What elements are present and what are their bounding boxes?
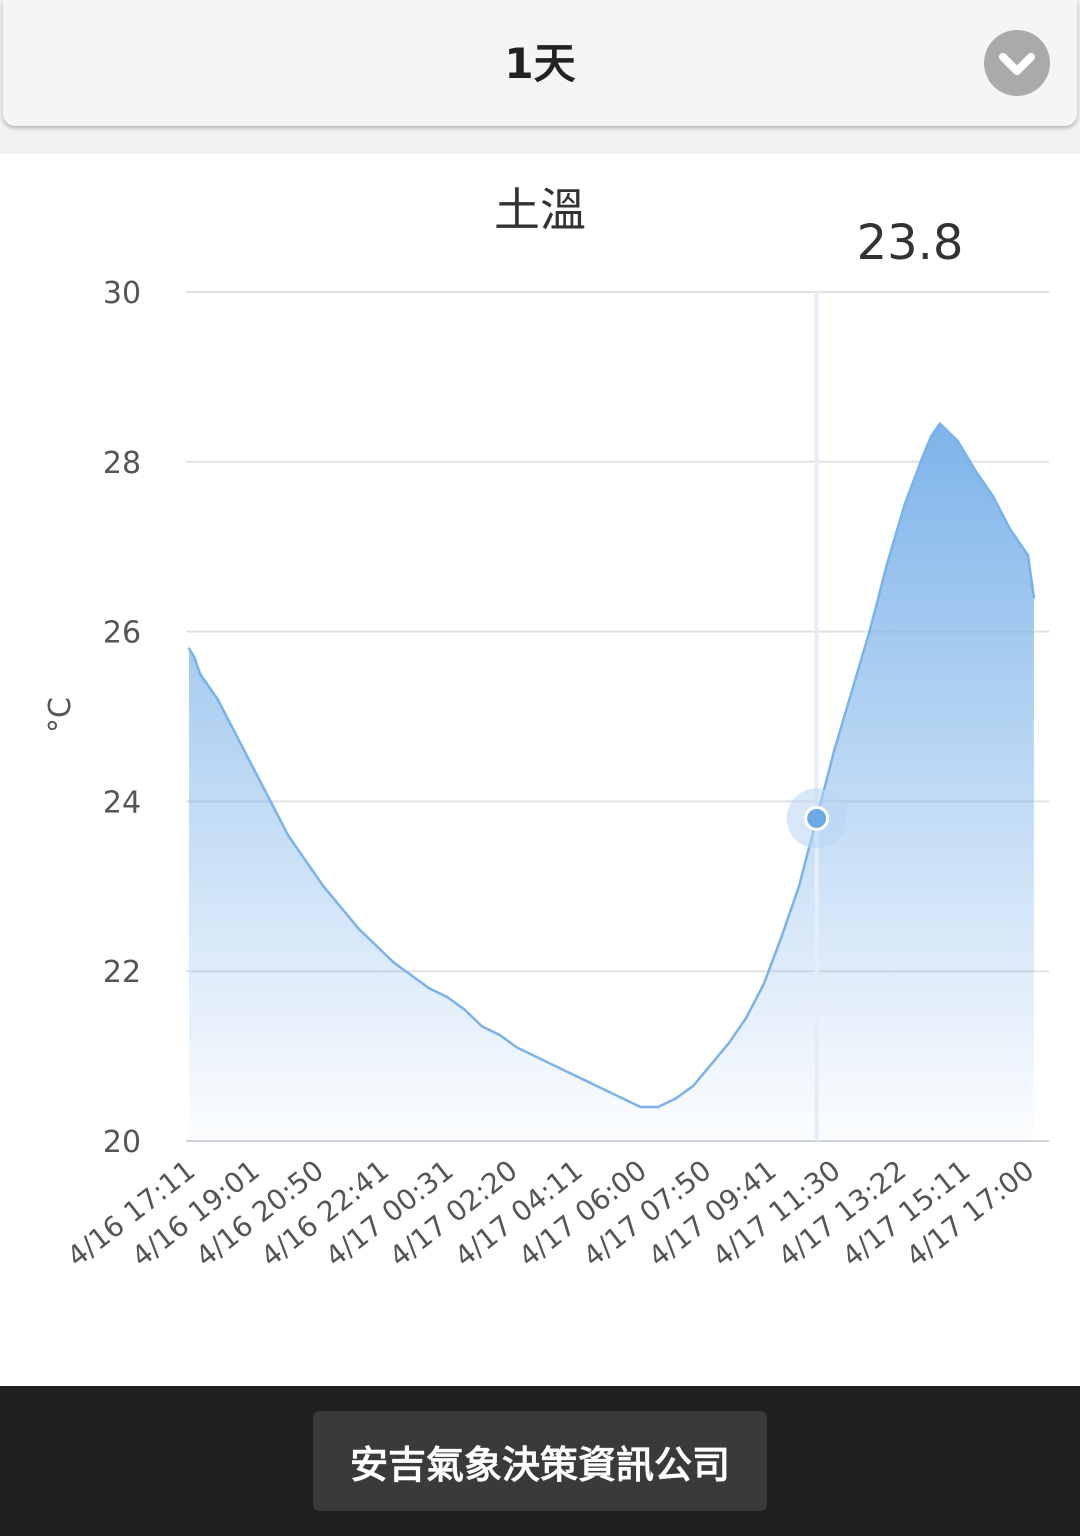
series-point	[656, 1105, 660, 1109]
footer-bar: 安吉氣象決策資訊公司	[0, 1386, 1080, 1536]
series-point	[956, 439, 959, 442]
series-point	[568, 1071, 572, 1075]
series-point	[1009, 528, 1012, 531]
series-point	[833, 749, 836, 752]
series-point	[516, 1046, 519, 1049]
series-area	[189, 423, 1034, 1142]
series-point	[445, 995, 448, 998]
chart-panel: 20 22 24 26 28 30 4/16 17:11 4/16 19:01 4/16 20:…	[0, 154, 1080, 1386]
series-point	[427, 987, 431, 990]
series-point	[207, 685, 211, 688]
series-point	[727, 1042, 730, 1045]
series-point	[850, 689, 854, 693]
series-point	[604, 1088, 607, 1092]
y-tick-label: 24	[103, 785, 141, 820]
series-point	[780, 936, 783, 939]
series-point	[974, 469, 977, 472]
y-axis-label: °C	[43, 697, 78, 733]
range-dropdown-button[interactable]	[984, 30, 1050, 96]
series-point	[586, 1080, 589, 1083]
series-point	[410, 974, 413, 977]
series-point	[692, 1084, 695, 1087]
series-point	[533, 1054, 536, 1058]
series-point	[903, 503, 906, 506]
series-point	[463, 1008, 466, 1011]
series-point	[745, 1016, 748, 1020]
chart-title: 土溫	[494, 183, 586, 237]
range-selector-bar[interactable]: 1天	[3, 0, 1077, 126]
series-point	[199, 672, 202, 676]
series-point	[304, 859, 307, 862]
series-point	[322, 885, 325, 888]
series-point	[797, 885, 801, 888]
series-line	[187, 422, 1036, 1109]
series-point	[1026, 554, 1030, 557]
series-point	[621, 1097, 625, 1100]
y-tick-label: 28	[103, 446, 141, 481]
series-point	[234, 732, 237, 735]
series-point	[375, 944, 378, 947]
series-point	[193, 655, 196, 659]
series-point	[1032, 596, 1036, 599]
series-point	[885, 562, 889, 565]
series-point	[639, 1105, 642, 1109]
series-point	[938, 422, 942, 425]
series-point	[225, 715, 228, 718]
series-point	[868, 630, 871, 633]
series-point	[498, 1033, 501, 1037]
series-point	[357, 927, 360, 930]
series-point	[392, 961, 396, 964]
range-label[interactable]: 1天	[504, 39, 576, 88]
series-point	[762, 982, 765, 986]
series-point	[187, 647, 191, 650]
series-point	[269, 800, 272, 803]
series-point	[287, 834, 290, 837]
y-tick-label: 30	[103, 276, 141, 311]
chevron-down-icon	[999, 53, 1035, 75]
series-point	[216, 698, 219, 701]
series-point	[480, 1025, 484, 1028]
y-tick-label: 22	[103, 955, 141, 990]
series-point	[991, 494, 994, 497]
series-point	[339, 906, 343, 909]
series-point	[921, 456, 924, 459]
series-point	[709, 1063, 713, 1066]
y-tick-label: 20	[103, 1125, 141, 1160]
series-point	[929, 435, 933, 438]
series-point	[551, 1063, 554, 1066]
highlight-point	[804, 805, 830, 831]
series-point	[674, 1097, 677, 1100]
company-button[interactable]: 安吉氣象決策資訊公司	[313, 1411, 767, 1511]
y-tick-label: 26	[103, 616, 141, 651]
series-point	[251, 766, 255, 769]
highlight-value-label: 23.8	[857, 215, 964, 271]
